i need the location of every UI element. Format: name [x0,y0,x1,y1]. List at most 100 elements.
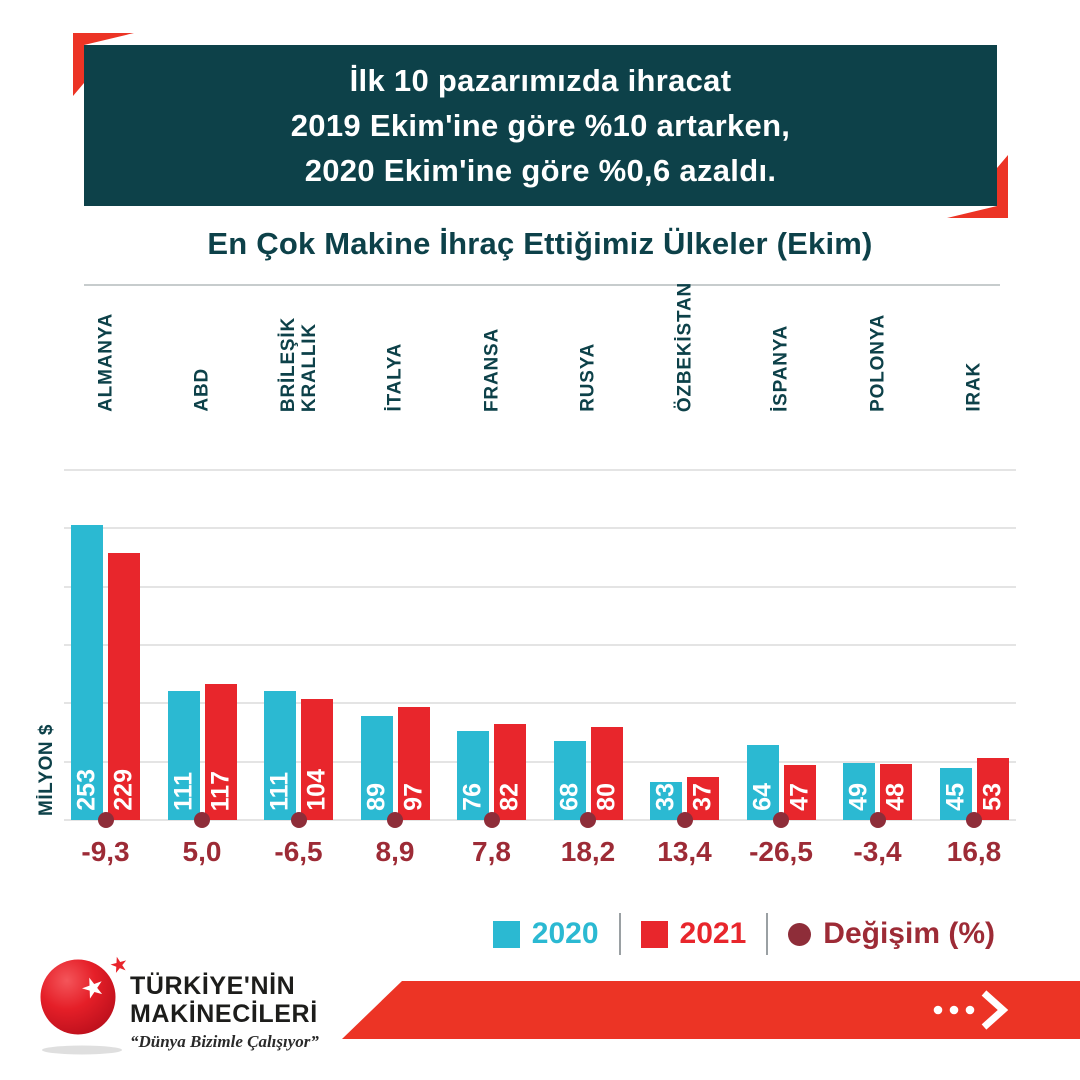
bar-value-label: 37 [688,783,717,811]
change-percentage-label: 13,4 [657,836,712,867]
y-axis-label: MİLYON $ [36,724,57,816]
change-dot-icon [387,812,403,828]
bar-2021-irak: 53 [976,758,1009,820]
change-percentage-label: 7,8 [472,836,511,867]
change-dot-icon [580,812,596,828]
change-dot-icon [97,812,114,828]
bar-value-label: 89 [362,783,390,811]
change-dot-icon [773,812,789,828]
change-percentage-label: -26,5 [749,836,813,867]
change-percentage-label: 18,2 [560,836,616,867]
bar-value-label: 76 [458,783,487,811]
bar-value-label: 53 [978,783,1006,811]
bar-2021-fransa: 82 [494,724,526,820]
globe-circle [40,959,116,1035]
legend-change-dot-icon [788,922,812,946]
bar-2020-i̇talya: 89 [360,716,393,820]
change-dot-icon [676,812,693,828]
legend-label-2020: 2020 [531,917,599,950]
country-label: BRİLEŞİK KRALLIK [277,316,320,412]
bar-2020-irak: 45 [939,767,972,820]
title-divider [84,284,1000,286]
brand-tagline: “Dünya Bizimle Çalışıyor” [130,1032,319,1051]
brand-wordmark: TÜRKİYE'NİN MAKİNECİLERİ “Dünya Bizimle … [130,972,319,1052]
country-label: FRANSA [481,328,502,412]
chevron-right-icon[interactable] [926,988,1021,1032]
gridline [64,760,1016,763]
legend-swatch-2021 [640,920,668,948]
bar-2020-özbeki̇stan: 33 [650,781,682,820]
country-label: RUSYA [577,343,599,412]
bar-value-label: 229 [109,769,138,811]
bar-2020-rusya: 68 [553,740,586,820]
brand-name-line1: TÜRKİYE'NİN [130,972,296,1000]
country-label: IRAK [963,362,985,412]
change-dot-icon [290,812,307,828]
country-label: POLONYA [867,314,888,412]
country-label: ABD [191,368,213,412]
bar-2021-almanya: 229 [108,552,140,820]
bar-value-label: 45 [941,783,969,811]
red-globe-icon [40,956,127,1055]
country-label: İSPANYA [770,325,792,412]
bar-2021-abd: 117 [204,683,237,820]
star-icon [110,956,127,973]
legend-divider [766,913,769,955]
bar-chart-plot: MİLYON $ 253 229 111 117 111 104 89 97 76 82 68 80 3… [0,469,1080,828]
chevron-right-glyph [981,990,1009,1030]
gridline [64,585,1016,588]
bar-value-label: 33 [651,783,680,811]
change-percentage-label: 16,8 [946,836,1002,867]
change-dot-icon [194,812,210,828]
bar-value-label: 47 [785,783,813,811]
bar-value-label: 49 [844,783,873,811]
change-percentage-label: 8,9 [375,836,415,867]
bar-2020-i̇spanya: 64 [746,745,779,820]
headline-line-3: 2020 Ekim'ine göre %0,6 azaldı. [304,153,777,188]
bar-value-label: 97 [399,783,427,811]
ellipsis-dot [949,1005,959,1015]
logo-shadow [42,1045,122,1055]
gridline [64,644,1016,646]
change-dot-icon [483,812,500,828]
bar-value-label: 68 [555,783,583,811]
headline-line-1: İlk 10 pazarımızda ihracat [349,63,732,98]
headline-banner: İlk 10 pazarımızda ihracat 2019 Ekim'ine… [84,45,997,206]
change-percentage-label: 5,0 [182,836,222,867]
change-percentage-label: -3,4 [853,836,902,867]
bar-value-label: 117 [206,770,234,811]
bar-value-label: 82 [495,783,524,811]
brand-name-line2: MAKİNECİLERİ [130,1000,318,1028]
ellipsis-dot [933,1005,943,1015]
bar-value-label: 111 [265,772,294,811]
country-label: ÖZBEKİSTAN [674,281,695,412]
bar-2020-abd: 111 [167,690,200,820]
legend-divider [618,913,621,955]
legend-swatch-2020 [492,920,520,948]
bar-2020-almanya: 253 [71,524,103,820]
chart-title: En Çok Makine İhraç Ettiğimiz Ülkeler (E… [207,226,873,261]
bar-2021-bri̇leşi̇k-krallik: 104 [301,698,333,820]
country-label: ALMANYA [95,313,116,412]
change-percentages-row: -9,3 5,0 -6,5 8,9 7,8 18,2 13,4 -26,5 -3,4 16,8 [0,836,1080,870]
change-dot-icon [966,812,982,828]
country-label: İTALYA [384,343,406,412]
country-labels-row: ALMANYA ABD BRİLEŞİK KRALLIK İTALYA FRANSA RU… [0,282,1080,412]
bar-2021-polonya: 48 [880,764,912,820]
bar-value-label: 104 [302,769,331,811]
gridline [64,527,1016,530]
legend-label-degisim: Değişim (%) [823,917,995,950]
bar-value-label: 253 [72,769,101,811]
bar-value-label: 64 [748,783,776,811]
bar-value-label: 80 [592,783,620,811]
bar-value-label: 111 [169,772,197,811]
chart-legend: 2020 2021 Değişim (%) [492,912,995,956]
gridline [64,702,1016,705]
legend-label-2021: 2021 [679,917,747,950]
bar-2020-fransa: 76 [457,731,489,820]
change-percentage-label: -9,3 [81,836,130,867]
change-dot-icon [869,812,886,828]
bar-2021-i̇talya: 97 [397,706,430,820]
gridline [64,469,1016,471]
